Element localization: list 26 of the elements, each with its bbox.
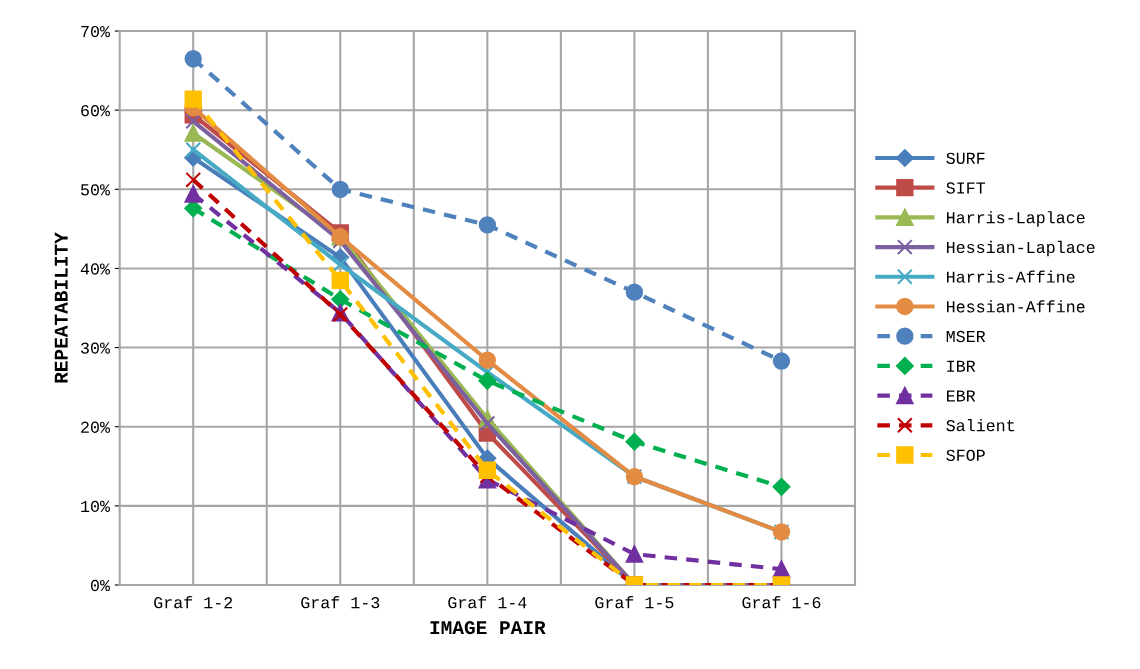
y-tick-label: 50%	[81, 184, 110, 196]
y-tick-label: 60%	[81, 105, 110, 117]
legend-label: SURF	[946, 152, 985, 164]
x-tick-label: Graf 1-2	[154, 596, 233, 609]
y-tick-label: 0%	[90, 579, 110, 592]
y-tick-label: 70%	[81, 25, 110, 38]
x-tick-label: Graf 1-5	[595, 596, 674, 609]
legend-label: Salient	[946, 419, 1014, 432]
legend-label: Hessian-Laplace	[947, 240, 1095, 257]
x-tick-label: Graf 1-6	[742, 596, 821, 609]
x-axis-title: IMAGE PAIR	[430, 621, 546, 635]
legend-label: EBR	[947, 390, 976, 402]
x-tick-label: Graf 1-4	[448, 596, 527, 609]
y-tick-label: 40%	[80, 263, 110, 275]
legend-label: IBR	[947, 360, 976, 372]
legend-label: Harris-Affine	[947, 270, 1075, 283]
legend-label: Hessian-Affine	[947, 300, 1085, 313]
y-axis-title: REPEATABILITY	[54, 232, 68, 383]
legend-label: MSER	[946, 330, 986, 343]
legend-label: Harris-Laplace	[947, 211, 1085, 227]
y-tick-label: 20%	[81, 421, 110, 433]
legend-label: SIFT	[946, 182, 986, 194]
x-tick-label: Graf 1-3	[301, 596, 380, 609]
y-tick-label: 30%	[81, 342, 110, 354]
y-tick-label: 10%	[81, 500, 110, 513]
legend-label: SFOP	[946, 449, 985, 461]
